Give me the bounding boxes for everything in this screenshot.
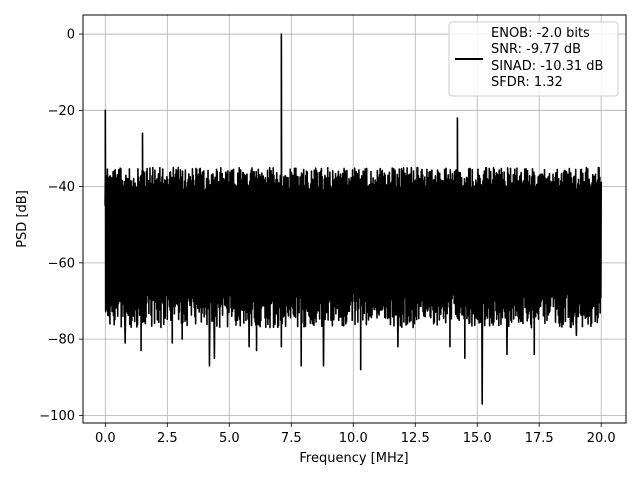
trace-layer [104, 33, 603, 405]
y-tick-label: −100 [39, 409, 75, 424]
y-tick-label: −40 [48, 180, 75, 195]
legend-line-sinad: SINAD: -10.31 dB [491, 59, 603, 74]
x-tick-label: 17.5 [525, 431, 554, 446]
y-tick-label: −60 [48, 256, 75, 271]
y-tick-label: −20 [48, 104, 75, 119]
x-axis-ticks: 0.0 2.5 5.0 7.5 10.0 12.5 15.0 17.5 20.0 [95, 423, 616, 446]
legend-line-enob: ENOB: -2.0 bits [491, 26, 590, 41]
x-tick-label: 15.0 [463, 431, 492, 446]
x-tick-label: 5.0 [219, 431, 240, 446]
psd-trace-line [104, 33, 603, 405]
x-tick-label: 10.0 [339, 431, 368, 446]
y-tick-label: −80 [48, 333, 75, 348]
y-axis-ticks: 0 −20 −40 −60 −80 −100 [39, 28, 83, 424]
x-tick-label: 12.5 [401, 431, 430, 446]
plot-frame [82, 14, 627, 424]
legend-line-sfdr: SFDR: 1.32 [491, 75, 563, 90]
x-tick-label: 2.5 [157, 431, 178, 446]
y-tick-label: 0 [67, 28, 75, 43]
x-axis-label: Frequency [MHz] [299, 451, 408, 466]
x-tick-label: 0.0 [95, 431, 116, 446]
legend: ENOB: -2.0 bits SNR: -9.77 dB SINAD: -10… [448, 21, 619, 97]
y-axis-label: PSD [dB] [15, 190, 30, 248]
legend-box [448, 21, 619, 97]
x-tick-label: 20.0 [587, 431, 616, 446]
x-tick-label: 7.5 [281, 431, 302, 446]
legend-line-snr: SNR: -9.77 dB [491, 42, 581, 57]
